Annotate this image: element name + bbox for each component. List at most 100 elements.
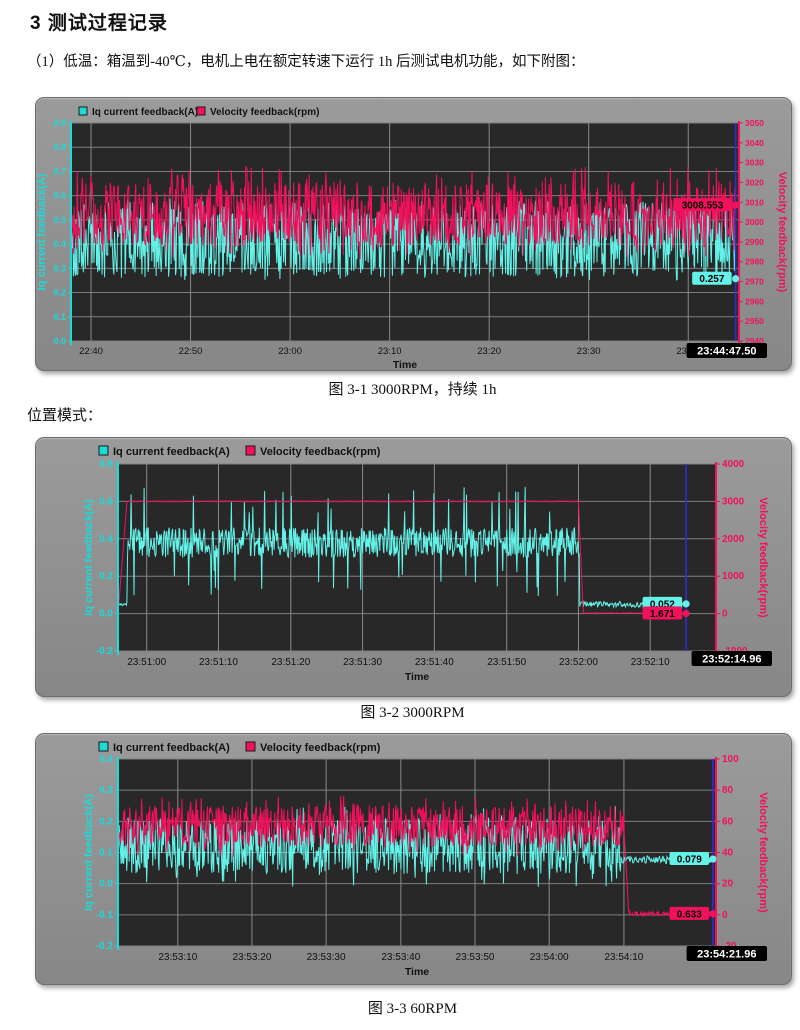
x-axis-tick-label: 23:54:10 <box>604 952 643 963</box>
right-axis-tick-label: 2950 <box>745 316 764 326</box>
chart-panel-3: 0.40.30.20.10.0-0.1-0.2100806040200-2023… <box>35 733 792 985</box>
legend-swatch-velocity <box>245 445 256 456</box>
cursor-marker-dot <box>732 201 740 209</box>
right-axis-tick-label: 3020 <box>745 177 764 187</box>
left-axis-tick-label: 0.1 <box>53 312 66 322</box>
right-axis-tick-label: 2000 <box>722 534 745 545</box>
left-axis-tick-label: 0.0 <box>53 336 66 346</box>
figure-caption-3: 图 3-3 60RPM <box>367 1001 458 1017</box>
left-axis-tick-label: 0.8 <box>99 459 113 470</box>
cursor-value-text: 1.671 <box>650 609 675 620</box>
cursor-marker-dot <box>682 600 690 608</box>
left-axis-tick-label: -0.2 <box>96 646 114 657</box>
left-axis-tick-label: -0.2 <box>96 941 114 952</box>
left-axis-tick-label: 0.4 <box>99 534 113 545</box>
figure-caption-1: 图 3-1 3000RPM，持续 1h <box>328 382 497 398</box>
legend-label: Velocity feedback(rpm) <box>260 446 381 458</box>
x-axis-tick-label: 23:30 <box>577 346 601 357</box>
x-axis-tick-label: 23:51:50 <box>487 657 526 668</box>
series-velocity <box>117 795 714 918</box>
position-mode-label: 位置模式： <box>27 408 103 424</box>
cursor-value-tag <box>692 271 732 285</box>
cursor-value-tag <box>642 606 683 620</box>
right-axis-title: Velocity feedback(rpm) <box>776 172 788 293</box>
cursor-value-text: 0.079 <box>677 855 702 866</box>
x-axis-tick-label: 23:53:30 <box>307 952 346 963</box>
cursor-value-text: 0.257 <box>699 274 724 285</box>
left-axis-tick-label: -0.1 <box>96 910 114 921</box>
chart-panel-2: 0.80.60.40.20.0-0.240003000200010000-100… <box>35 437 792 697</box>
cursor-marker-dot <box>732 275 740 283</box>
series-iq-current <box>117 486 687 609</box>
right-axis-tick-label: 3040 <box>745 138 764 148</box>
left-axis-tick-label: 0.3 <box>99 785 113 796</box>
x-axis-tick-label: 23:53:10 <box>158 952 197 963</box>
x-axis-tick-label: 23:00 <box>278 346 302 357</box>
legend-swatch-iq-current <box>98 445 109 456</box>
left-axis-tick-label: 0.5 <box>53 215 66 225</box>
legend-label: Iq current feedback(A) <box>92 107 198 118</box>
right-axis-title: Velocity feedback(rpm) <box>757 497 769 618</box>
x-axis-tick-label: 23:10 <box>378 346 402 357</box>
cursor-value-tag <box>669 852 710 866</box>
left-axis-tick-label: 0.0 <box>99 879 113 890</box>
right-axis-tick-label: 0 <box>722 609 728 620</box>
left-axis-tick-label: 0.4 <box>53 239 66 249</box>
cursor-value-text: 0.052 <box>650 599 675 610</box>
right-axis-tick-label: 100 <box>722 754 739 765</box>
right-axis-tick-label: 60 <box>722 816 734 827</box>
left-axis-tick-label: 0.2 <box>53 288 66 298</box>
x-axis-tick-label: 23:53:40 <box>381 952 420 963</box>
right-axis-tick-label: 3030 <box>745 158 764 168</box>
chart-3000rpm-1h: 0.9 0.8 0.7 0.6 0.5 0.4 0.3 0.2 0.1 0.0 3050 3040 30… <box>36 106 788 370</box>
x-axis-tick-label: 23:52:00 <box>559 657 598 668</box>
right-axis-tick-label: 3000 <box>722 496 745 507</box>
left-axis-tick-label: 0.2 <box>99 816 113 827</box>
right-axis-tick-label: 40 <box>722 848 734 859</box>
x-axis-tick-label: 23:51:10 <box>199 657 238 668</box>
legend-swatch-iq-current <box>98 741 109 752</box>
cursor-time-text: 23:44:47.50 <box>697 346 756 358</box>
right-axis-tick-label: 2960 <box>745 296 764 306</box>
cursor-time-badge <box>691 651 772 666</box>
x-axis-tick-label: 23:51:00 <box>127 657 166 668</box>
left-axis-tick-label: 0.0 <box>99 609 113 620</box>
left-axis-tick-label: 0.6 <box>53 191 66 201</box>
cursor-time-badge <box>686 946 767 961</box>
x-axis-title: Time <box>405 671 429 683</box>
left-axis-tick-label: 0.2 <box>99 571 113 582</box>
right-axis-tick-label: 20 <box>722 879 734 890</box>
cursor-time-text: 23:52:14.96 <box>702 654 761 666</box>
series-iq-current <box>117 806 714 887</box>
cursor-time-badge <box>686 343 767 358</box>
x-axis-tick-label: 23:53:50 <box>456 952 495 963</box>
intro-paragraph: （1）低温：箱温到-40℃，电机上电在额定转速下运行 1h 后测试电机功能，如下… <box>27 54 585 70</box>
right-axis-tick-label: 3000 <box>745 217 764 227</box>
left-axis-title: Iq current feedback(A) <box>83 499 95 616</box>
left-axis-tick-label: 0.8 <box>53 142 66 152</box>
x-axis-tick-label: 23:52:10 <box>631 657 670 668</box>
series-iq-current <box>70 198 737 281</box>
x-axis-tick-label: 23:51:40 <box>415 657 454 668</box>
cursor-value-text: 0.633 <box>677 909 702 920</box>
legend-swatch-velocity <box>245 741 256 752</box>
x-axis-title: Time <box>393 359 417 370</box>
left-axis-tick-label: 0.3 <box>53 263 66 273</box>
left-axis-tick-label: 0.6 <box>99 496 113 507</box>
cursor-marker-dot <box>682 609 690 618</box>
left-axis-title: Iq current feedback(A) <box>83 794 95 911</box>
right-axis-tick-label: 4000 <box>722 459 745 470</box>
chart-position-mode-60rpm: 0.40.30.20.10.0-0.1-0.2100806040200-2023… <box>83 741 769 978</box>
right-axis-tick-label: 2990 <box>745 237 764 247</box>
x-axis-tick-label: 23:51:20 <box>271 657 310 668</box>
x-axis-tick-label: 23:20 <box>477 346 501 357</box>
series-velocity <box>117 500 687 614</box>
right-axis-tick-label: 3010 <box>745 197 764 207</box>
x-axis-tick-label: 22:40 <box>79 346 103 357</box>
right-axis-tick-label: 2970 <box>745 277 764 287</box>
cursor-marker-dot <box>709 910 717 918</box>
figure-caption-2: 图 3-2 3000RPM <box>360 705 465 721</box>
cursor-time-text: 23:54:21.96 <box>697 949 756 961</box>
left-axis-tick-label: 0.9 <box>53 118 66 128</box>
